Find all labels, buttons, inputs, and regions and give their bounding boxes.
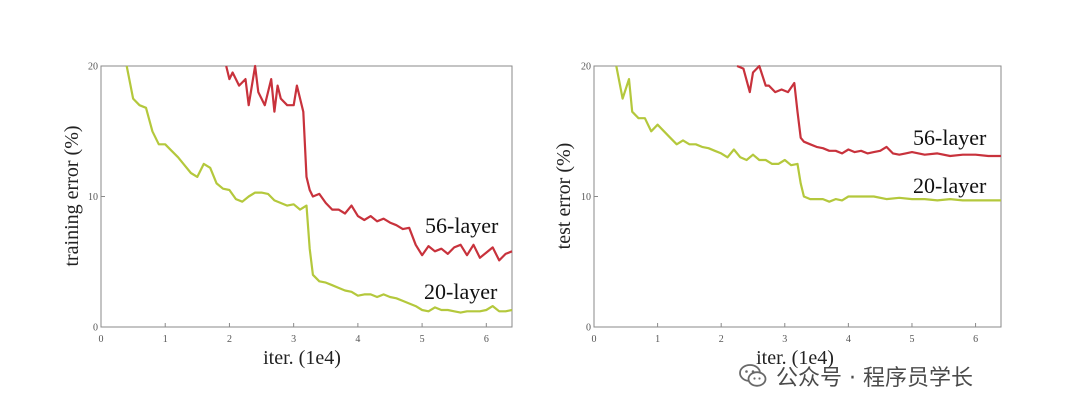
chart-1-series-label-56-layer: 56-layer <box>425 213 499 238</box>
chart-2-x-tick-label: 0 <box>592 334 597 345</box>
chart-1-x-tick-label: 6 <box>484 334 489 345</box>
chart-2-x-tick-label: 1 <box>655 334 660 345</box>
chart-1-y-tick-label: 20 <box>88 62 98 73</box>
chart-2-series-label-20-layer: 20-layer <box>913 173 987 198</box>
chart-1-x-tick-label: 0 <box>99 334 104 345</box>
chart-1-series-line-56-layer <box>225 64 513 262</box>
chart-2-x-tick-label: 5 <box>909 334 914 345</box>
chart-2-series-label-56-layer: 56-layer <box>913 125 987 150</box>
chart-1-y-tick-label: 0 <box>93 323 98 334</box>
chart-1-x-tick-label: 1 <box>163 334 168 345</box>
chart-2-x-tick-label: 6 <box>973 334 978 345</box>
chart-1-x-tick-label: 4 <box>355 334 360 345</box>
chart-1-x-tick-label: 2 <box>227 334 232 345</box>
chart-1-y-axis-label: training error (%) <box>61 125 83 266</box>
watermark-text: 公众号 · 程序员学长 <box>776 366 973 391</box>
chart-2-y-axis-label: test error (%) <box>553 143 575 250</box>
chart-1-series-label-20-layer: 20-layer <box>424 279 498 304</box>
chart-2-x-axis-label: iter. (1e4) <box>756 347 834 369</box>
chart-2-series-line-56-layer <box>736 64 1001 158</box>
chart-1-x-axis-label: iter. (1e4) <box>263 347 341 369</box>
chart-2-x-tick-label: 2 <box>719 334 724 345</box>
chart-2-series-line-20-layer <box>615 65 1001 203</box>
chart-1-x-tick-label: 3 <box>291 334 296 345</box>
watermark: 公众号 · 程序员学长 <box>738 356 973 396</box>
wechat-icon <box>739 364 767 387</box>
chart-1-y-tick-label: 10 <box>88 192 98 203</box>
chart-2-x-tick-label: 4 <box>846 334 851 345</box>
chart-2-y-tick-label: 0 <box>586 323 591 334</box>
chart-2-y-tick-label: 20 <box>581 62 591 73</box>
chart-1-x-tick-label: 5 <box>420 334 425 345</box>
chart-2-x-tick-label: 3 <box>782 334 787 345</box>
chart-2-y-tick-label: 10 <box>581 192 591 203</box>
chart-1-series-line-20-layer <box>125 65 513 314</box>
